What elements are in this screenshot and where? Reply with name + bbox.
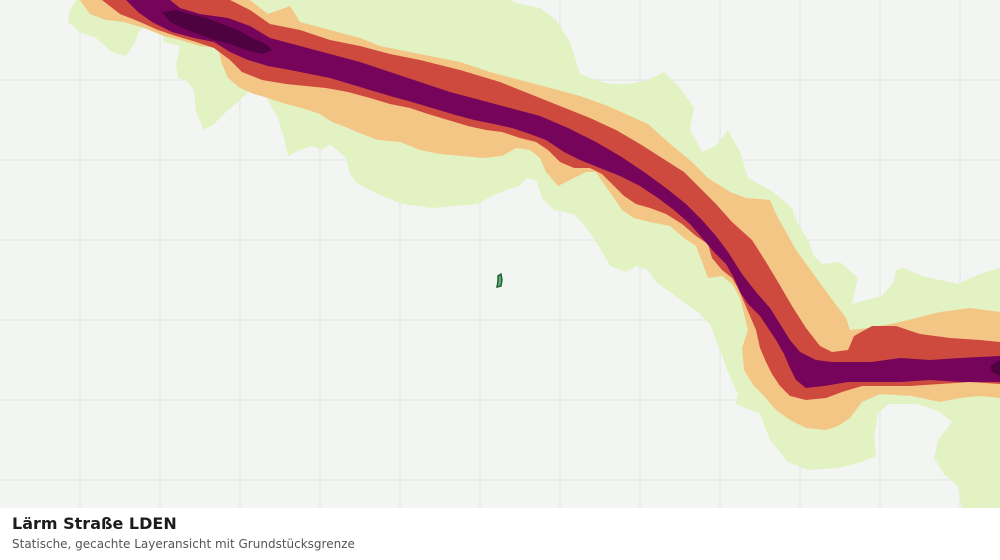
noise-map-canvas[interactable] [0,0,1000,508]
layer-subtitle: Statische, gecachte Layeransicht mit Gru… [12,537,355,551]
layer-caption: Lärm Straße LDEN Statische, gecachte Lay… [0,508,1000,560]
noise-band-lowest [48,0,1000,508]
layer-title: Lärm Straße LDEN [12,514,177,533]
noise-band-medium [102,0,1000,400]
noise-band-highest-west [162,10,272,54]
map-view[interactable] [0,0,1000,508]
parcel-boundary[interactable] [496,272,503,288]
noise-band-highest-east [990,360,1000,376]
